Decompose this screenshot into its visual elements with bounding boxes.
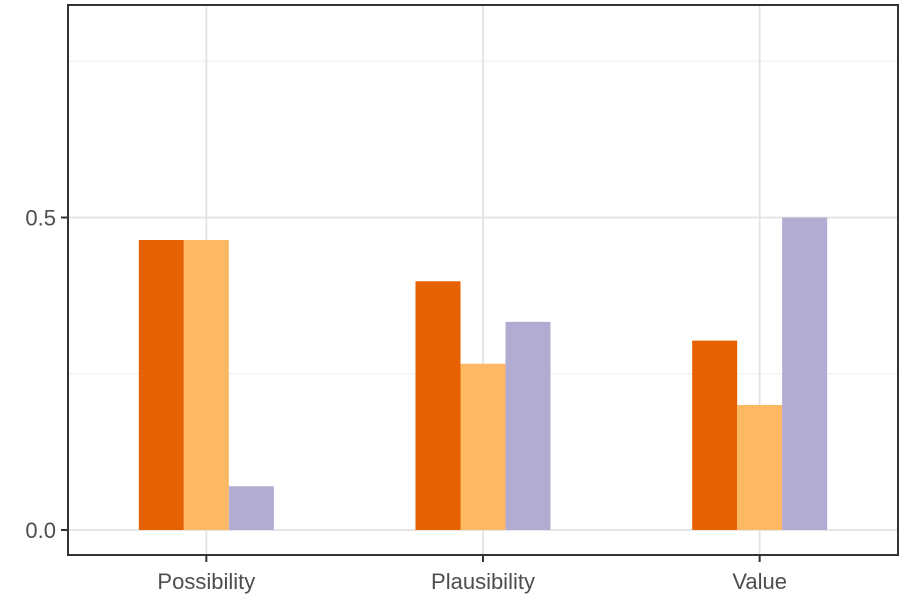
bar-possibility-1 — [138, 240, 184, 530]
y-tick-label: 0.0 — [25, 518, 56, 543]
bar-plausibility-2 — [460, 363, 506, 530]
x-tick-label: Possibility — [157, 569, 255, 594]
bar-possibility-3 — [228, 486, 274, 530]
x-tick-label: Plausibility — [431, 569, 535, 594]
bar-plausibility-3 — [505, 321, 551, 530]
y-tick-label: 0.5 — [25, 206, 56, 231]
bar-value-2 — [737, 405, 783, 530]
bar-value-3 — [782, 217, 828, 530]
bars-layer — [138, 217, 828, 530]
bar-value-1 — [692, 340, 738, 530]
x-tick-label: Value — [732, 569, 787, 594]
bar-possibility-2 — [183, 240, 229, 530]
axes-layer: 0.0 0.5 Possibility Plausibility Value — [25, 206, 787, 595]
bar-plausibility-1 — [415, 281, 461, 530]
